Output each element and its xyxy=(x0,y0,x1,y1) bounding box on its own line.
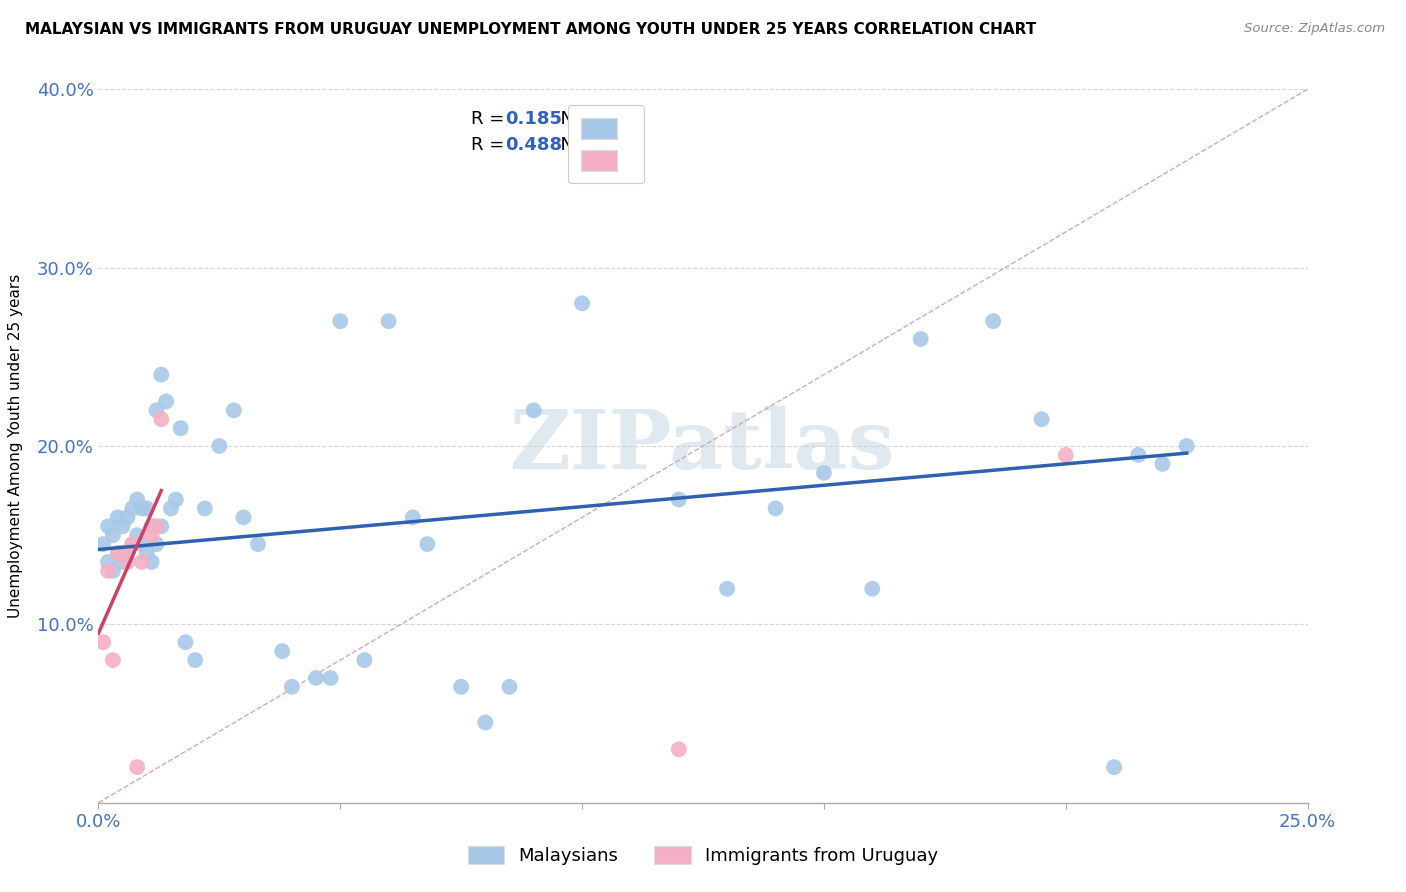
Point xyxy=(329,314,352,328)
Text: N =: N = xyxy=(550,136,600,153)
Point xyxy=(101,528,124,542)
Point xyxy=(765,501,787,516)
Point xyxy=(107,546,129,560)
Y-axis label: Unemployment Among Youth under 25 years: Unemployment Among Youth under 25 years xyxy=(8,274,22,618)
Point xyxy=(107,546,129,560)
Point xyxy=(135,546,157,560)
Point xyxy=(222,403,245,417)
Point xyxy=(860,582,883,596)
Point xyxy=(117,510,139,524)
Point xyxy=(319,671,342,685)
Point xyxy=(174,635,197,649)
Point xyxy=(402,510,425,524)
Point xyxy=(117,546,139,560)
Point xyxy=(107,510,129,524)
Point xyxy=(981,314,1004,328)
Point xyxy=(208,439,231,453)
Point xyxy=(571,296,593,310)
Point xyxy=(131,501,153,516)
Point xyxy=(194,501,217,516)
Point xyxy=(169,421,191,435)
Point xyxy=(668,742,690,756)
Point xyxy=(523,403,546,417)
Point xyxy=(184,653,207,667)
Point xyxy=(271,644,294,658)
Point xyxy=(910,332,932,346)
Point xyxy=(141,555,163,569)
Point xyxy=(150,368,173,382)
Text: 63: 63 xyxy=(586,111,610,128)
Point xyxy=(111,519,134,533)
Text: MALAYSIAN VS IMMIGRANTS FROM URUGUAY UNEMPLOYMENT AMONG YOUTH UNDER 25 YEARS COR: MALAYSIAN VS IMMIGRANTS FROM URUGUAY UNE… xyxy=(25,22,1036,37)
Point xyxy=(145,537,167,551)
Point xyxy=(160,501,183,516)
Point xyxy=(716,582,738,596)
Point xyxy=(1128,448,1150,462)
Point xyxy=(498,680,520,694)
Legend: Malaysians, Immigrants from Uruguay: Malaysians, Immigrants from Uruguay xyxy=(458,837,948,874)
Point xyxy=(619,153,641,168)
Point xyxy=(91,537,114,551)
Point xyxy=(91,635,114,649)
Text: 14: 14 xyxy=(586,136,610,153)
Point xyxy=(377,314,399,328)
Point xyxy=(353,653,375,667)
Point xyxy=(97,555,120,569)
Point xyxy=(101,564,124,578)
Point xyxy=(150,412,173,426)
Point xyxy=(141,528,163,542)
Point xyxy=(281,680,304,694)
Point xyxy=(127,492,149,507)
Point xyxy=(121,537,143,551)
Point xyxy=(97,519,120,533)
Point xyxy=(145,519,167,533)
Point xyxy=(1152,457,1174,471)
Point xyxy=(668,492,690,507)
Point xyxy=(121,501,143,516)
Point xyxy=(111,546,134,560)
Point xyxy=(155,394,177,409)
Text: ZIPatlas: ZIPatlas xyxy=(510,406,896,486)
Point xyxy=(131,537,153,551)
Point xyxy=(111,555,134,569)
Point xyxy=(1031,412,1053,426)
Point xyxy=(121,537,143,551)
Text: 0.185: 0.185 xyxy=(505,111,562,128)
Point xyxy=(247,537,270,551)
Point xyxy=(141,519,163,533)
Point xyxy=(127,760,149,774)
Point xyxy=(1102,760,1125,774)
Point xyxy=(232,510,254,524)
Point xyxy=(101,653,124,667)
Point xyxy=(135,501,157,516)
Text: N =: N = xyxy=(550,111,600,128)
Point xyxy=(127,528,149,542)
Point xyxy=(1054,448,1077,462)
Point xyxy=(131,555,153,569)
Point xyxy=(474,715,496,730)
Point xyxy=(416,537,439,551)
Point xyxy=(1175,439,1198,453)
Point xyxy=(97,564,120,578)
Point xyxy=(145,403,167,417)
Point xyxy=(305,671,328,685)
Point xyxy=(150,519,173,533)
Point xyxy=(165,492,187,507)
Text: 0.488: 0.488 xyxy=(505,136,562,153)
Text: R =: R = xyxy=(471,111,510,128)
Text: R =: R = xyxy=(471,136,510,153)
Legend: , : , xyxy=(568,105,644,183)
Point xyxy=(450,680,472,694)
Text: Source: ZipAtlas.com: Source: ZipAtlas.com xyxy=(1244,22,1385,36)
Point xyxy=(117,555,139,569)
Point xyxy=(813,466,835,480)
